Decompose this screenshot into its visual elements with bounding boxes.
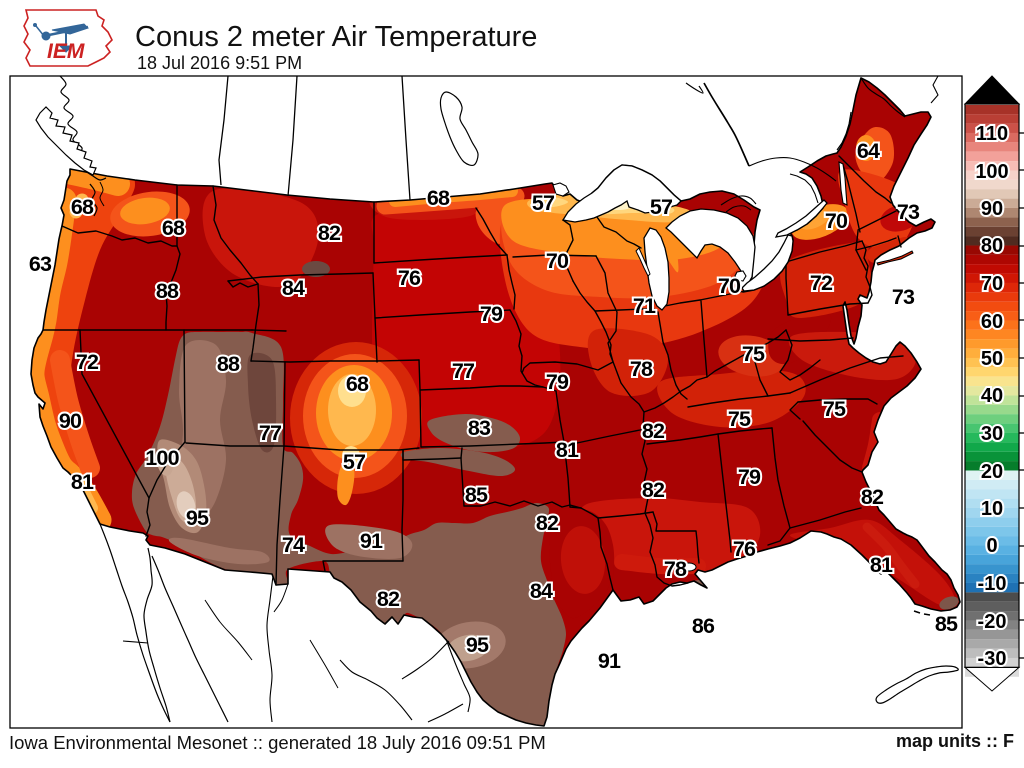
svg-text:82: 82: [642, 419, 665, 443]
svg-text:70: 70: [546, 249, 569, 273]
svg-text:IEM: IEM: [47, 40, 85, 63]
svg-text:82: 82: [318, 221, 341, 245]
svg-text:68: 68: [346, 372, 369, 396]
svg-text:82: 82: [642, 478, 665, 502]
svg-text:78: 78: [664, 557, 687, 581]
svg-text:73: 73: [892, 285, 915, 309]
svg-text:79: 79: [738, 465, 761, 489]
svg-text:57: 57: [532, 191, 555, 215]
svg-text:88: 88: [217, 352, 240, 376]
svg-text:-10: -10: [978, 573, 1007, 595]
svg-text:100: 100: [145, 446, 179, 470]
svg-text:70: 70: [825, 209, 848, 233]
svg-text:-20: -20: [978, 611, 1007, 633]
svg-text:30: 30: [981, 423, 1003, 445]
svg-text:79: 79: [480, 302, 503, 326]
svg-text:78: 78: [630, 357, 653, 381]
svg-text:-30: -30: [978, 648, 1007, 670]
svg-text:81: 81: [870, 553, 893, 577]
svg-text:82: 82: [861, 485, 884, 509]
svg-text:60: 60: [981, 311, 1003, 333]
svg-text:81: 81: [71, 470, 94, 494]
svg-text:Iowa Environmental Mesonet ::: Iowa Environmental Mesonet :: generated …: [9, 732, 546, 753]
svg-text:84: 84: [530, 579, 553, 603]
svg-text:50: 50: [981, 348, 1003, 370]
svg-text:72: 72: [810, 271, 833, 295]
svg-text:74: 74: [282, 533, 305, 557]
svg-text:86: 86: [692, 614, 715, 638]
svg-text:81: 81: [556, 438, 579, 462]
svg-text:68: 68: [427, 186, 450, 210]
svg-text:95: 95: [186, 506, 209, 530]
svg-text:75: 75: [823, 397, 846, 421]
svg-text:100: 100: [975, 161, 1008, 183]
svg-text:84: 84: [282, 276, 305, 300]
svg-text:88: 88: [156, 279, 179, 303]
svg-text:10: 10: [981, 498, 1003, 520]
svg-text:20: 20: [981, 461, 1003, 483]
svg-text:0: 0: [986, 535, 997, 557]
svg-text:68: 68: [71, 195, 94, 219]
svg-text:70: 70: [981, 273, 1003, 295]
svg-text:Conus 2 meter Air Temperature: Conus 2 meter Air Temperature: [135, 21, 537, 53]
svg-text:95: 95: [466, 633, 489, 657]
svg-text:72: 72: [76, 350, 99, 374]
svg-text:18 Jul 2016 9:51 PM: 18 Jul 2016 9:51 PM: [137, 53, 302, 73]
svg-text:71: 71: [633, 294, 656, 318]
svg-text:73: 73: [897, 200, 920, 224]
svg-text:map units :: F: map units :: F: [896, 731, 1014, 751]
svg-text:82: 82: [536, 511, 559, 535]
svg-text:57: 57: [343, 450, 366, 474]
svg-text:77: 77: [259, 421, 282, 445]
svg-text:68: 68: [162, 216, 185, 240]
svg-text:76: 76: [398, 266, 421, 290]
svg-text:80: 80: [981, 235, 1003, 257]
svg-text:70: 70: [718, 274, 741, 298]
svg-text:82: 82: [377, 587, 400, 611]
svg-text:77: 77: [452, 359, 475, 383]
svg-text:110: 110: [976, 123, 1008, 145]
svg-text:75: 75: [728, 407, 751, 431]
svg-text:57: 57: [650, 195, 673, 219]
svg-text:85: 85: [935, 612, 958, 636]
svg-text:40: 40: [981, 385, 1003, 407]
svg-text:90: 90: [59, 409, 82, 433]
svg-text:63: 63: [29, 252, 52, 276]
svg-text:76: 76: [733, 537, 756, 561]
svg-text:85: 85: [465, 483, 488, 507]
svg-text:75: 75: [742, 342, 765, 366]
svg-text:79: 79: [546, 370, 569, 394]
svg-text:64: 64: [857, 139, 880, 163]
svg-text:83: 83: [468, 416, 491, 440]
svg-text:91: 91: [598, 649, 621, 673]
svg-text:90: 90: [981, 198, 1003, 220]
svg-text:91: 91: [360, 529, 383, 553]
